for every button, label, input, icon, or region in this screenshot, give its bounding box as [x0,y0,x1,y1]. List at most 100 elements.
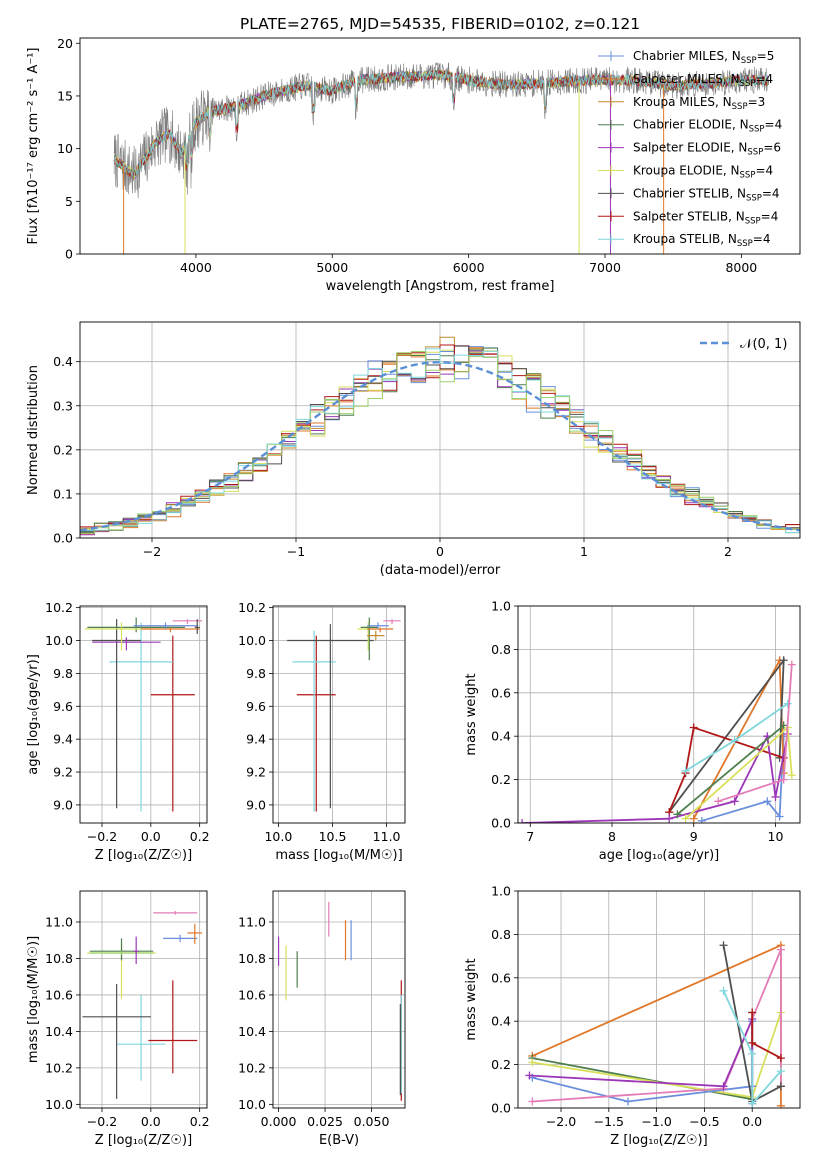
x-tick-label: 10 [768,829,784,844]
legend-subscript: SSP [745,216,761,226]
weight-marker-salpeter_elodie [525,1071,534,1080]
mass_vs_Z-data [82,911,203,1099]
weight-line-kroupa_stelib [685,702,789,772]
massweight_vs_Z-data [525,941,785,1108]
legend-subscript: SSP [741,56,757,66]
y-axis-label: mass weight [464,673,479,755]
age_vs_mass-data [287,617,401,812]
y-tick-label: 0.4 [491,729,511,744]
weight-line-chabrier_miles [701,736,785,822]
weight-marker-chabrier_miles [623,1097,632,1106]
weight-marker-kroupa_stelib [783,699,792,708]
residual_hist-panel: −2 −1 0 1 2 0.0 0.1 0.2 0.3 0.4 (data-model)/error… [26,321,801,578]
weight-line-kroupa_stelib [722,990,782,1107]
y-tick-label: 10 [57,141,73,156]
y-tick-label: 9.4 [246,732,266,747]
legend-subscript: SSP [732,102,748,112]
y-axis-label: Flux [fλ10⁻¹⁷ erg cm⁻² s⁻¹ A⁻¹] [26,48,41,245]
weight-marker-kroupa_elodie [528,1058,537,1067]
y-tick-label: 10.8 [238,951,266,966]
weight-marker-chabrier_stelib [779,656,788,665]
legend-suffix: =4 [755,72,773,86]
legend-subscript: SSP [740,79,756,89]
legend-entry-kroupa_miles: Kroupa MILES, NSSP=3 [633,95,765,112]
weight-marker-extra_pink [776,945,785,954]
y-tick-label: 10.2 [45,600,73,615]
legend-suffix: =4 [755,164,773,178]
x-tick-label: −0.2 [87,829,117,844]
y-tick-label: 11.0 [238,915,266,930]
legend-entry-chabrier_stelib: Chabrier STELIB, NSSP=4 [633,186,780,203]
y-tick-label: 20 [57,36,73,51]
weight-marker-salpeter_elodie [518,819,527,823]
axes-frame [79,605,208,824]
x-tick-label: 10.0 [264,829,292,844]
mass_vs_ebv-data [277,901,402,1101]
mass_vs_ebv-panel: 0.000 0.025 0.050 10.0 10.2 10.4 10.6 10.8 11.0 E… [238,890,406,1148]
y-tick-label: 9.0 [53,797,73,812]
y-tick-label: 10.2 [45,1060,73,1075]
histogram-kroupa_miles [80,336,800,529]
y-axis-label: mass weight [464,958,479,1040]
legend-label: Kroupa ELODIE, N [633,164,740,178]
x-tick-label: 0.0 [141,829,161,844]
axes-frame [272,605,406,824]
weight-marker-kroupa_stelib [748,1099,757,1108]
weight-marker-chabrier_stelib [719,941,728,950]
y-tick-label: 5 [65,194,73,209]
x-tick-label: −0.5 [689,1114,719,1129]
legend-label: Salpeter ELODIE, N [633,141,747,155]
weight-marker-kroupa_stelib [719,986,728,995]
weight-marker-extra_pink [779,775,788,784]
y-axis-label: mass [log₁₀(M/M☉)] [26,936,41,1063]
weight-marker-salpeter_elodie [771,792,780,801]
x-axis-label: Z [log₁₀(Z/Z☉)] [610,1133,707,1148]
y-tick-label: 10.2 [238,1060,266,1075]
x-tick-label: 11.0 [373,829,401,844]
weight-line-salpeter_stelib [668,726,784,813]
weight-marker-kroupa_stelib [748,1049,757,1058]
legend-suffix: =5 [757,49,775,63]
x-axis-label: wavelength [Angstrom, rest frame] [326,279,555,294]
y-tick-label: 0.2 [491,1057,511,1072]
weight-marker-kroupa_stelib [776,1067,785,1076]
y-tick-label: 0.8 [491,927,511,942]
legend-entry-chabrier_miles: Chabrier MILES, NSSP=5 [633,49,774,66]
y-tick-label: 10.0 [238,633,266,648]
x-tick-label: 0.0 [141,1114,161,1129]
legend-entry-salpeter_stelib: Salpeter STELIB, NSSP=4 [633,209,778,226]
legend-label: Chabrier ELODIE, N [633,118,749,132]
legend-suffix: =4 [762,186,780,200]
x-axis-label: age [log₁₀(age/yr)] [599,848,720,863]
massweight_vs_age-data [518,656,796,823]
y-tick-label: 0.6 [491,685,511,700]
legend-entry-salpeter_elodie: Salpeter ELODIE, NSSP=6 [633,141,781,158]
y-tick-label: 9.2 [53,765,73,780]
y-tick-label: 0.4 [491,1014,511,1029]
legend-suffix: =4 [753,232,771,246]
x-axis-label: mass [log₁₀(M/M☉)] [275,848,402,863]
x-tick-label: −0.2 [87,1114,117,1129]
normal-curve-line [80,360,800,532]
legend-entry-chabrier_elodie: Chabrier ELODIE, NSSP=4 [633,118,782,135]
x-tick-label: −2 [143,544,161,559]
spectrum-data [113,62,769,254]
axes-frame [272,890,406,1109]
weight-marker-kroupa_stelib [681,766,690,775]
legend-subscript: SSP [747,148,763,158]
legend-entry-kroupa_stelib: Kroupa STELIB, NSSP=4 [633,232,771,249]
y-axis-label: age [log₁₀(age/yr)] [26,654,41,775]
x-tick-label: 5000 [316,260,348,275]
legend-subscript: SSP [740,171,756,181]
legend-suffix: =3 [748,95,766,109]
weight-marker-salpeter_elodie [665,814,674,823]
y-tick-label: 1.0 [491,884,511,899]
weight-marker-chabrier_elodie [779,721,788,730]
weight-line-salpeter_stelib [751,1012,782,1059]
y-tick-label: 9.6 [53,699,73,714]
x-tick-label: −1 [287,544,305,559]
y-tick-label: 15 [57,88,73,103]
x-axis-label: (data-model)/error [380,563,501,578]
